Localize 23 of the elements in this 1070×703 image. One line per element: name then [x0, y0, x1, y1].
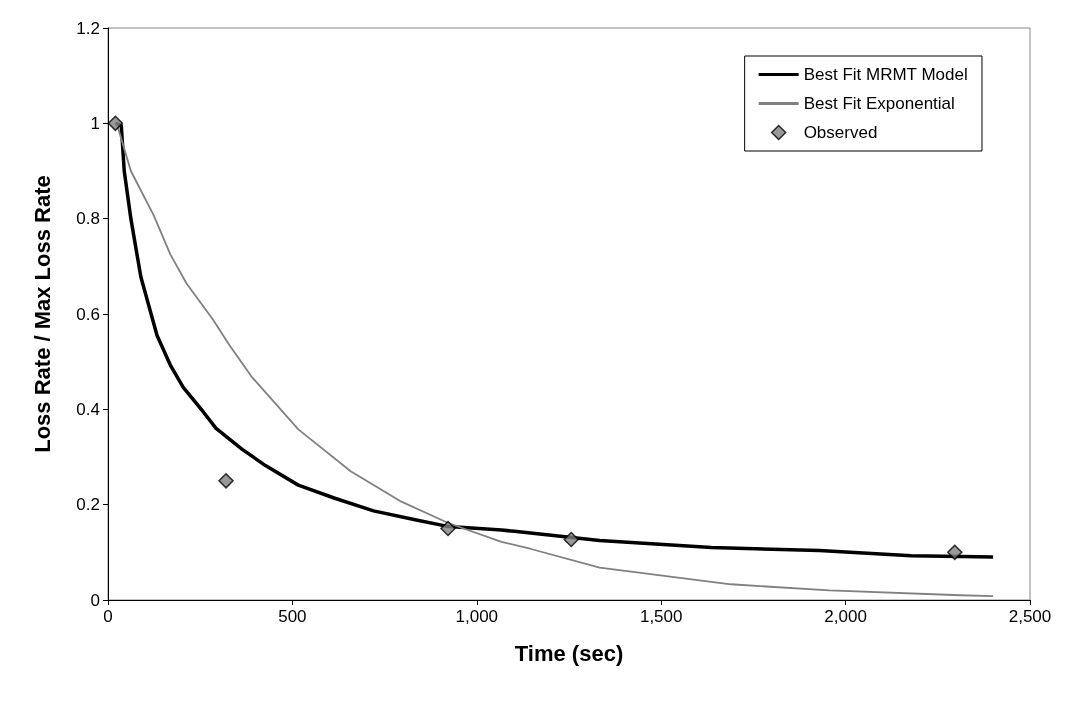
y-tick-label: 1	[90, 113, 100, 133]
y-tick-label: 0	[90, 590, 100, 610]
x-tick-label: 0	[103, 607, 113, 626]
x-tick-label: 500	[278, 607, 307, 626]
point	[563, 531, 579, 548]
legend-label: Best Fit Exponential	[803, 94, 955, 113]
point	[218, 473, 234, 489]
point	[107, 115, 124, 132]
y-tick-label: 1.2	[76, 18, 100, 38]
point	[440, 520, 456, 537]
y-tick-label: 0.6	[76, 304, 100, 324]
x-tick-label: 2,500	[1008, 607, 1052, 626]
point	[947, 544, 963, 561]
x-tick-label: 1,000	[455, 607, 499, 626]
x-tick-label: 2,000	[824, 607, 867, 626]
y-tick-label: 0.2	[76, 495, 100, 515]
x-axis-title: Time (sec)	[514, 640, 624, 666]
y-tick-label: 0.4	[76, 399, 100, 419]
x-tick-label: 1,500	[639, 607, 683, 626]
legend-label: Best Fit MRMT Model	[803, 65, 968, 84]
y-axis-title: Loss Rate / Max Loss Rate	[29, 175, 55, 453]
legend-label: Observed	[803, 123, 878, 142]
y-tick-label: 0.8	[76, 209, 100, 229]
